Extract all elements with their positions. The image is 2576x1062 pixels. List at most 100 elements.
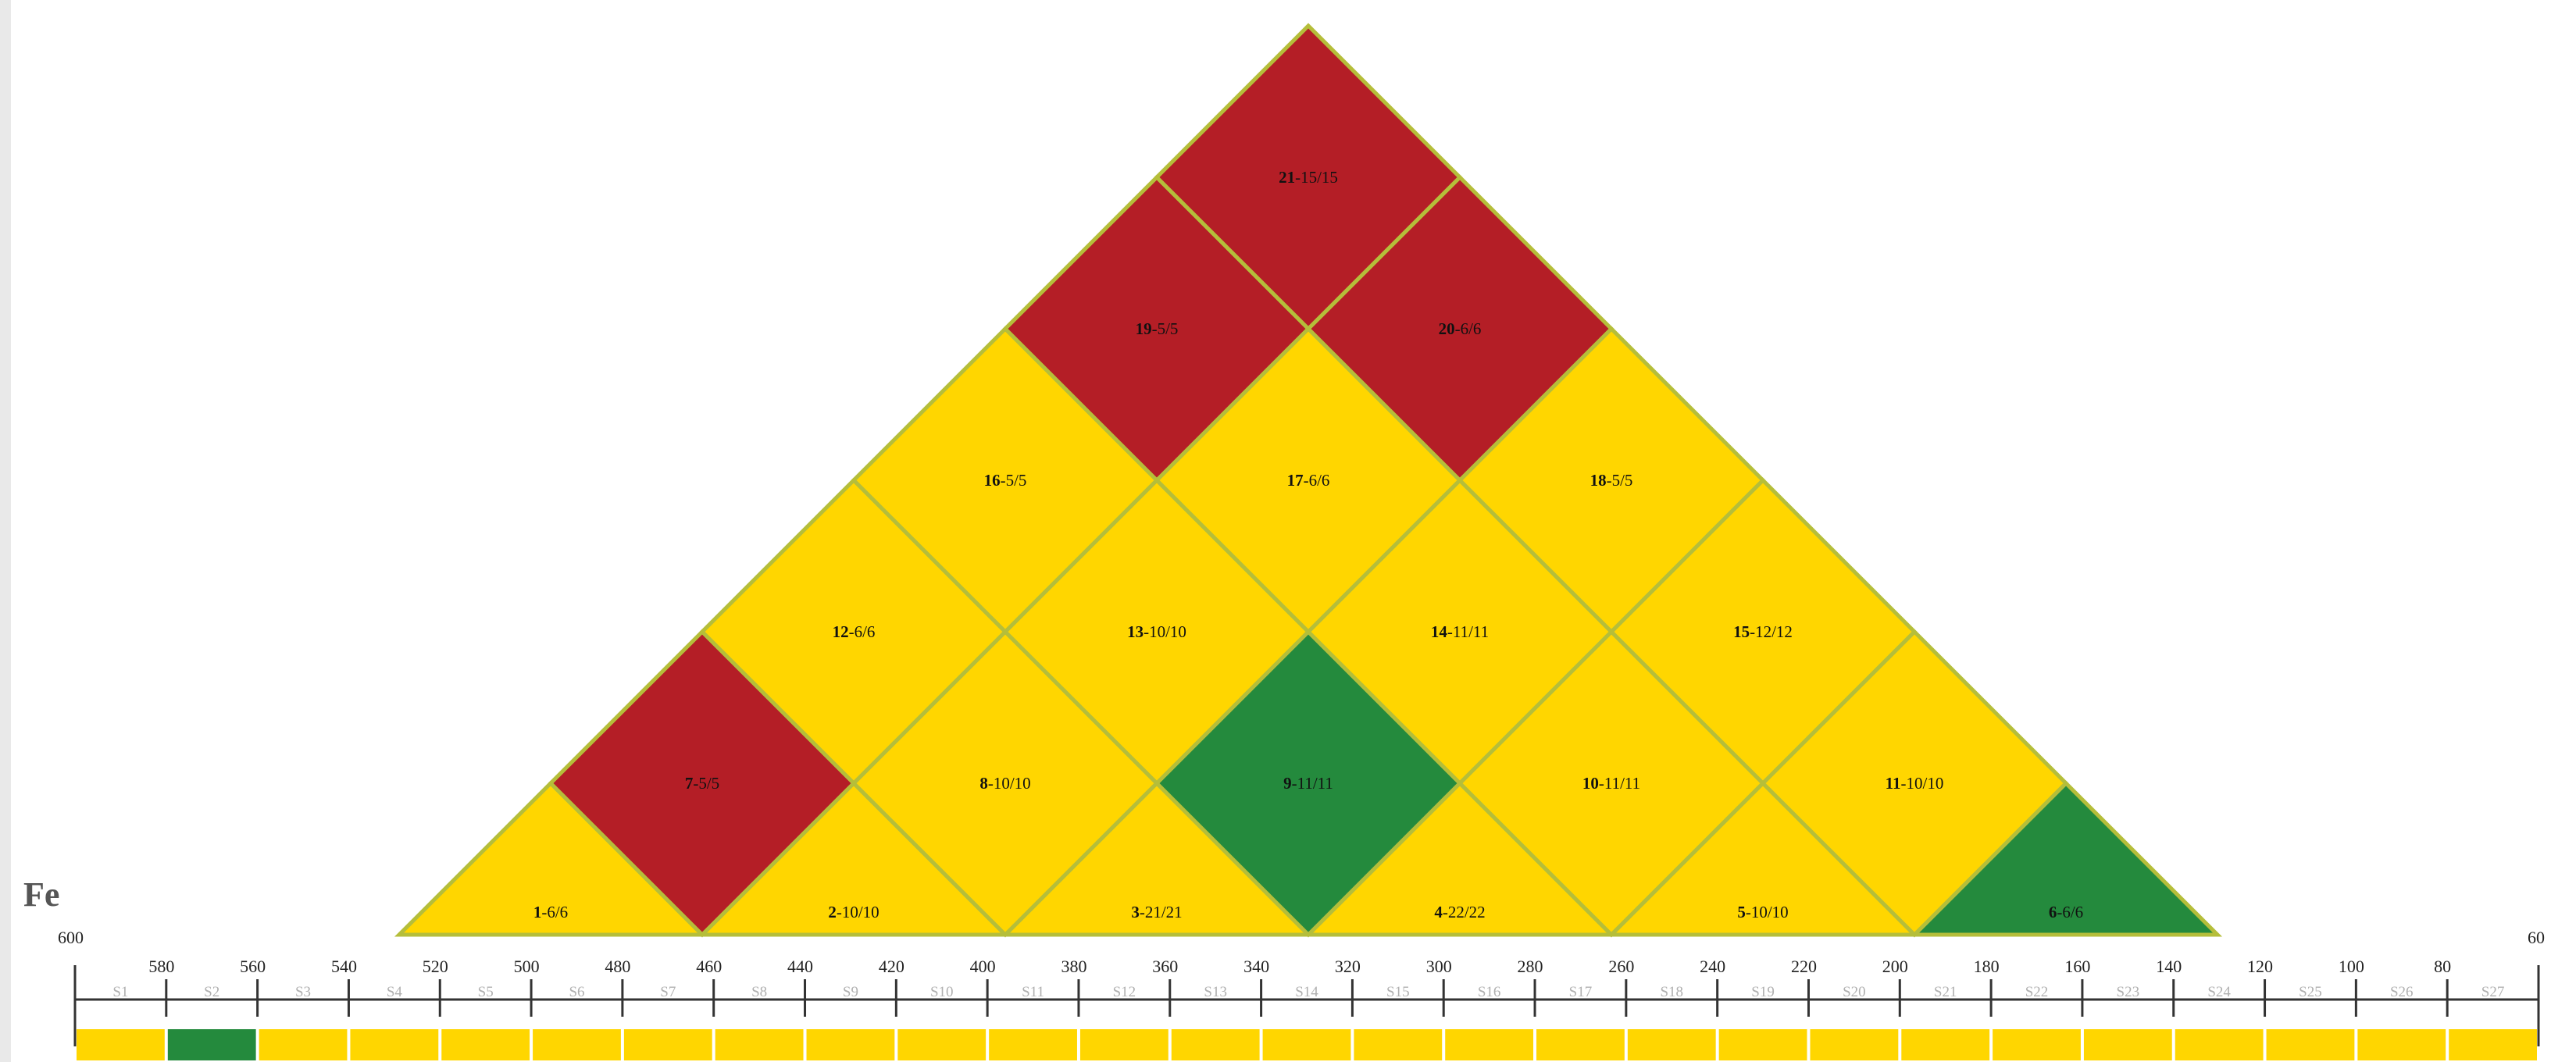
axis-tick-label: 420 [879, 957, 904, 976]
cell-number: 1 [533, 903, 542, 921]
scale-max-label: 60 [2528, 928, 2545, 947]
axis-tick-label: 180 [1974, 957, 2000, 976]
cell-label-5: 5-10/10 [1737, 903, 1788, 921]
segment-S12 [1079, 1029, 1168, 1060]
axis-tick-label: 340 [1243, 957, 1269, 976]
cell-value: -12/12 [1750, 622, 1793, 641]
cell-value: -11/11 [1292, 774, 1333, 793]
cell-value: -15/15 [1295, 168, 1338, 187]
cell-label-9: 9-11/11 [1283, 774, 1333, 793]
segment-S15 [1354, 1029, 1443, 1060]
segment-label: S15 [1386, 984, 1410, 1000]
cell-number: 19 [1136, 319, 1152, 338]
segment-S14 [1262, 1029, 1351, 1060]
segment-label: S8 [751, 984, 767, 1000]
segment-bar: S1 S2 S3 S4 S5 S6 S7 S8 S9 S10 S11 S12 S13 S14 S15 S16 S… [77, 984, 2537, 1060]
cell-number: 15 [1733, 622, 1750, 641]
segment-label: S10 [930, 984, 954, 1000]
segment-S3 [259, 1029, 348, 1060]
cell-value: -21/21 [1140, 903, 1183, 921]
cell-number: 10 [1582, 774, 1599, 793]
segment-S25 [2266, 1029, 2355, 1060]
axis-tick-label: 280 [1518, 957, 1543, 976]
cell-value: -6/6 [1304, 471, 1330, 490]
segment-label: S18 [1660, 984, 1683, 1000]
segment-label: S6 [569, 984, 584, 1000]
segment-S5 [441, 1029, 530, 1060]
segment-S4 [350, 1029, 439, 1060]
cell-number: 13 [1127, 622, 1144, 641]
segment-S1 [77, 1029, 165, 1060]
cell-value: -6/6 [849, 622, 876, 641]
segment-label: S24 [2207, 984, 2231, 1000]
segment-label: S26 [2390, 984, 2414, 1000]
cell-label-18: 18-5/5 [1590, 471, 1633, 490]
cell-21 [1154, 23, 1463, 332]
segment-S20 [1810, 1029, 1899, 1060]
cell-value: -6/6 [2057, 903, 2083, 921]
segment-S8 [715, 1029, 804, 1060]
axis-tick-label: 560 [240, 957, 266, 976]
segment-label: S7 [660, 984, 676, 1000]
segment-S16 [1445, 1029, 1534, 1060]
cell-number: 8 [979, 774, 988, 793]
cell-label-15: 15-12/12 [1733, 622, 1793, 641]
axis-tick-label: 360 [1152, 957, 1178, 976]
cell-number: 18 [1590, 471, 1607, 490]
cell-label-4: 4-22/22 [1434, 903, 1485, 921]
cell-label-10: 10-11/11 [1582, 774, 1640, 793]
cell-value: -6/6 [541, 903, 568, 921]
cell-label-20: 20-6/6 [1439, 319, 1482, 338]
cell-label-6: 6-6/6 [2049, 903, 2083, 921]
segment-label: S19 [1751, 984, 1775, 1000]
segment-S11 [989, 1029, 1077, 1060]
axis-tick-label: 120 [2247, 957, 2273, 976]
element-label: Fe [23, 875, 59, 914]
cell-label-19: 19-5/5 [1136, 319, 1179, 338]
segment-label: S25 [2299, 984, 2322, 1000]
segment-label: S3 [295, 984, 311, 1000]
segment-label: S23 [2117, 984, 2140, 1000]
segment-S24 [2175, 1029, 2264, 1060]
axis-tick-label: 320 [1335, 957, 1361, 976]
cell-number: 21 [1279, 168, 1295, 187]
axis-tick-label: 380 [1061, 957, 1086, 976]
left-edge-strip [0, 0, 11, 1062]
segment-S7 [623, 1029, 712, 1060]
cell-value: -5/5 [1607, 471, 1633, 490]
cell-number: 7 [685, 774, 694, 793]
segment-S21 [1901, 1029, 1990, 1060]
axis-tick-label: 200 [1882, 957, 1908, 976]
axis-tick-label: 140 [2156, 957, 2182, 976]
cell-label-2: 2-10/10 [828, 903, 879, 921]
segment-S23 [2083, 1029, 2172, 1060]
segment-label: S20 [1843, 984, 1866, 1000]
cell-number: 12 [833, 622, 849, 641]
scale-axis: 600 60 580 560 540 520 500 480 460 440 420 400 380 36… [58, 928, 2545, 1046]
cell-number: 6 [2049, 903, 2057, 921]
segment-label: S22 [2025, 984, 2049, 1000]
axis-tick-label: 300 [1426, 957, 1452, 976]
cell-number: 9 [1283, 774, 1292, 793]
axis-tick-label: 540 [331, 957, 357, 976]
axis-tick-label: 240 [1700, 957, 1725, 976]
cell-value: -10/10 [1144, 622, 1186, 641]
cell-value: -11/11 [1447, 622, 1489, 641]
cell-value: -5/5 [1152, 319, 1179, 338]
axis-tick-label: 80 [2434, 957, 2451, 976]
cell-label-12: 12-6/6 [833, 622, 876, 641]
cell-label-8: 8-10/10 [979, 774, 1030, 793]
segment-S6 [533, 1029, 621, 1060]
cell-label-7: 7-5/5 [685, 774, 719, 793]
diamond-grid: 1-6/6 2-10/10 3-21/21 4-22/22 5-10/10 6-6/67-… [394, 23, 2223, 938]
segment-label: S16 [1478, 984, 1501, 1000]
cell-number: 2 [828, 903, 837, 921]
segment-S22 [1993, 1029, 2081, 1060]
segment-S17 [1536, 1029, 1625, 1060]
cell-number: 11 [1886, 774, 1901, 793]
cell-number: 5 [1737, 903, 1746, 921]
cell-value: -22/22 [1443, 903, 1486, 921]
cell-number: 16 [984, 471, 1001, 490]
segment-label: S12 [1113, 984, 1136, 1000]
